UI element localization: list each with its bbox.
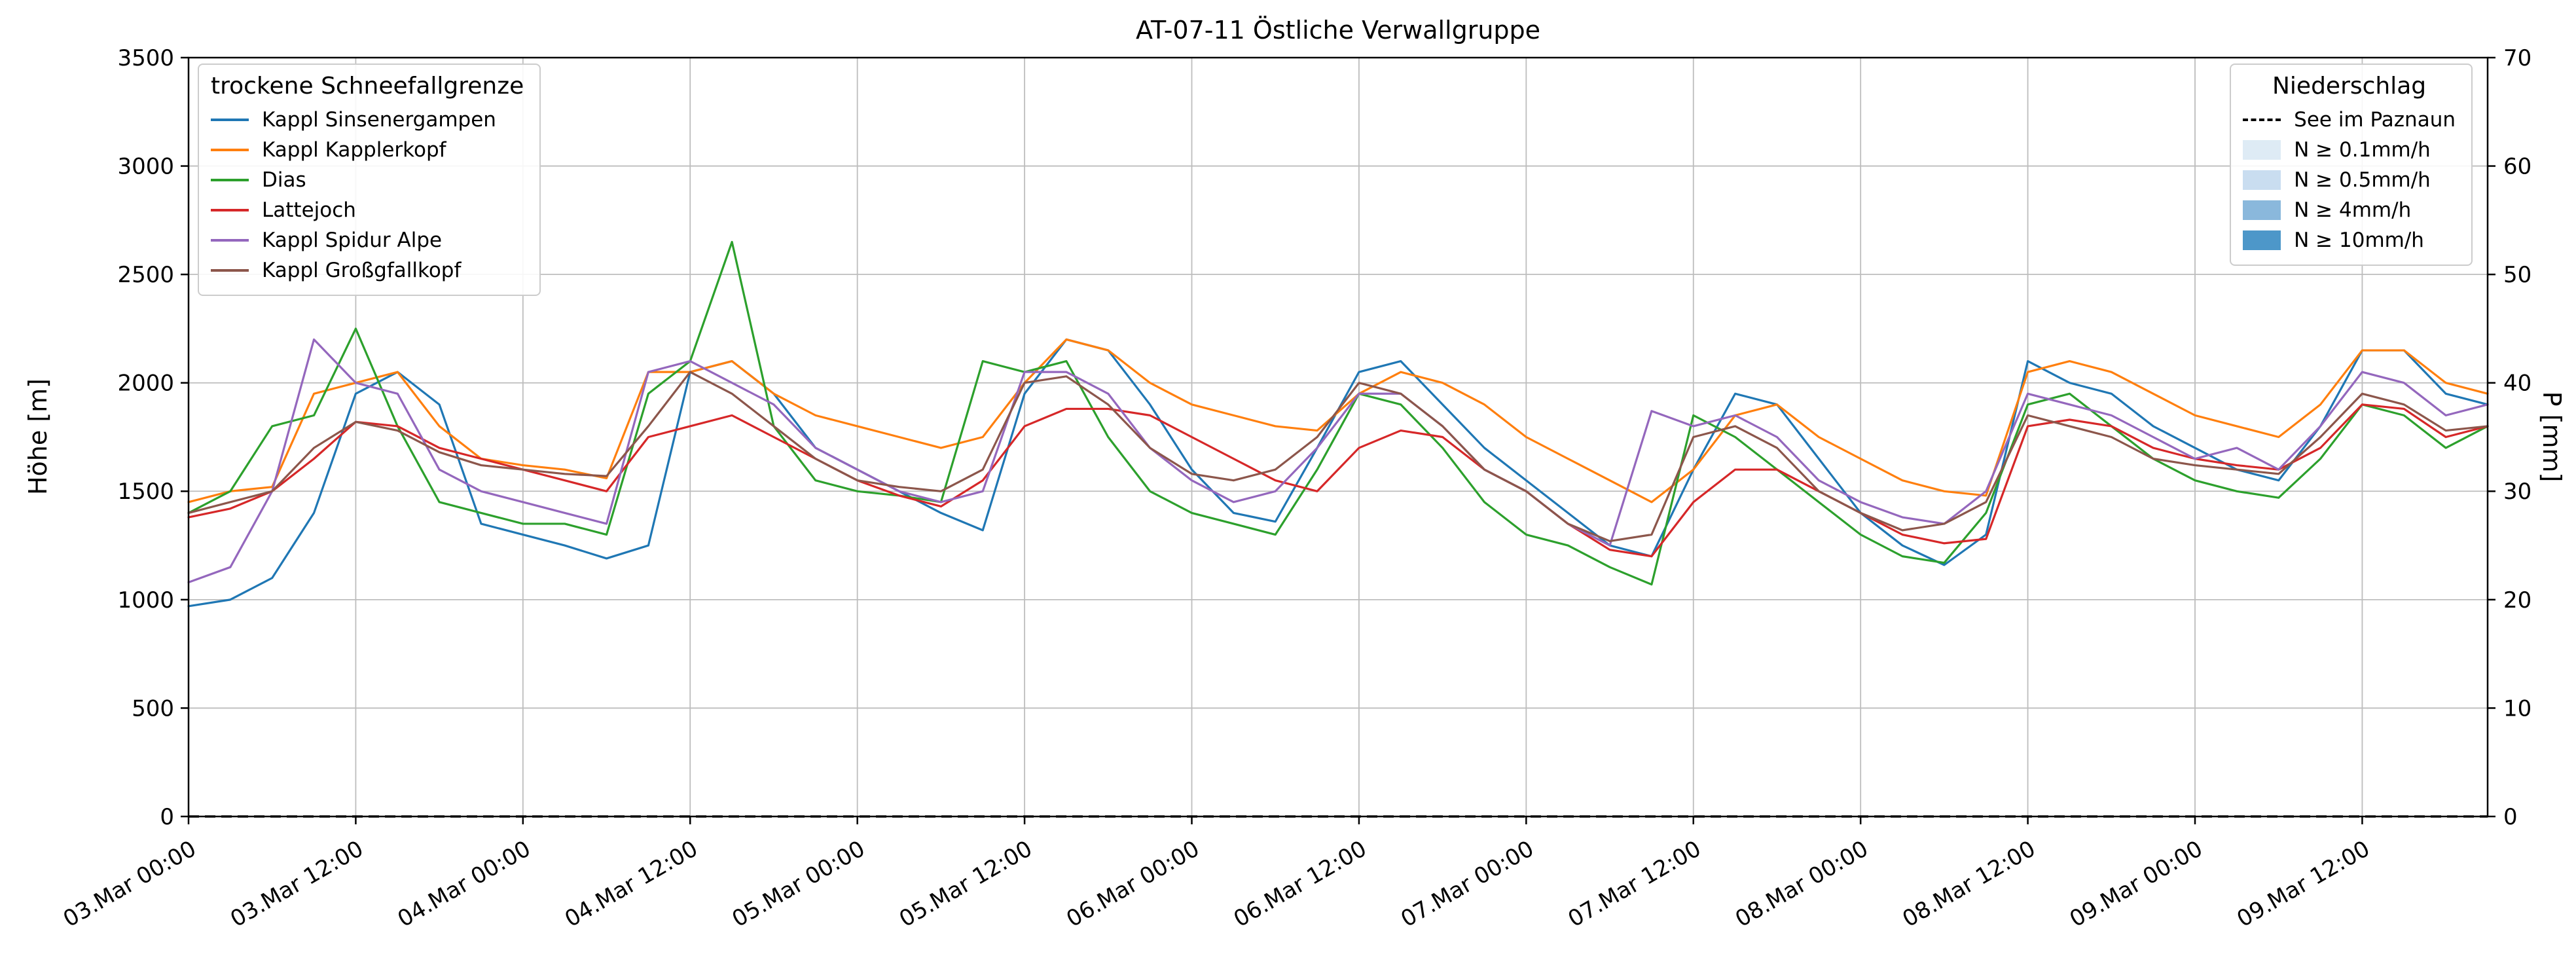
legend-precipitation: Niederschlag See im Paznaun N ≥ 0.1mm/h N … bbox=[2230, 64, 2473, 266]
y-tick-label-right: 20 bbox=[2503, 587, 2531, 614]
x-tick-label: 04.Mar 12:00 bbox=[560, 835, 702, 932]
legend-entry-n-0-1mm-h: N ≥ 0.1mm/h bbox=[2243, 135, 2456, 165]
patch-swatch-icon bbox=[2243, 230, 2281, 250]
legend-entry-label: N ≥ 0.1mm/h bbox=[2294, 138, 2431, 162]
legend-entry-label: N ≥ 10mm/h bbox=[2294, 229, 2424, 252]
legend-entry-kappl-spidur-alpe: Kappl Spidur Alpe bbox=[211, 225, 524, 255]
y-tick-label-right: 40 bbox=[2503, 371, 2531, 397]
y-axis-label-right: P [mm] bbox=[2537, 391, 2566, 483]
line-swatch-icon bbox=[211, 269, 249, 272]
legend-entry-lattejoch: Lattejoch bbox=[211, 195, 524, 225]
legend-entry-n-0-5mm-h: N ≥ 0.5mm/h bbox=[2243, 165, 2456, 195]
x-tick-label: 09.Mar 12:00 bbox=[2232, 835, 2374, 932]
x-tick-label: 08.Mar 00:00 bbox=[1731, 835, 1873, 932]
x-tick-label: 05.Mar 00:00 bbox=[728, 835, 870, 932]
legend-entry-label: N ≥ 0.5mm/h bbox=[2294, 168, 2431, 192]
legend-entry-label: Kappl Spidur Alpe bbox=[262, 229, 443, 252]
x-tick-label: 08.Mar 12:00 bbox=[1898, 835, 2040, 932]
y-tick-label-right: 0 bbox=[2503, 804, 2518, 830]
patch-swatch-icon bbox=[2243, 140, 2281, 160]
line-swatch-icon bbox=[211, 239, 249, 242]
legend-entry-see-im-paznaun: See im Paznaun bbox=[2243, 105, 2456, 135]
patch-swatch-icon bbox=[2243, 200, 2281, 220]
plot-border bbox=[187, 56, 2489, 818]
legend-entry-label: Kappl Großgfallkopf bbox=[262, 259, 462, 282]
legend-entry-n-4mm-h: N ≥ 4mm/h bbox=[2243, 195, 2456, 225]
series-line-lattejoch bbox=[187, 403, 2489, 558]
y-tick-label-left: 1500 bbox=[117, 479, 174, 505]
y-tick-label-left: 2000 bbox=[117, 371, 174, 397]
series-line-dias bbox=[187, 240, 2489, 586]
y-axis-label-left: Höhe [m] bbox=[24, 378, 52, 496]
x-tick-label: 05.Mar 12:00 bbox=[895, 835, 1037, 932]
x-tick-label: 06.Mar 12:00 bbox=[1229, 835, 1371, 932]
line-swatch-icon bbox=[211, 149, 249, 151]
legend-entry-dias: Dias bbox=[211, 165, 524, 195]
x-tick-label: 03.Mar 12:00 bbox=[226, 835, 368, 932]
series-line-kappl-gro-gfallkopf bbox=[187, 371, 2489, 543]
y-tick-label-right: 30 bbox=[2503, 479, 2531, 505]
dashed-line-swatch-icon bbox=[2243, 119, 2281, 121]
y-tick-label-left: 500 bbox=[132, 695, 174, 722]
legend-entry-label: Kappl Sinsenergampen bbox=[262, 108, 496, 132]
legend-entry-n-10mm-h: N ≥ 10mm/h bbox=[2243, 225, 2456, 255]
line-swatch-icon bbox=[211, 119, 249, 121]
series-line-kappl-spidur-alpe bbox=[187, 338, 2489, 583]
legend-entry-label: Kappl Kapplerkopf bbox=[262, 138, 446, 162]
legend-entry-label: Dias bbox=[262, 168, 306, 192]
y-tick-label-right: 50 bbox=[2503, 262, 2531, 288]
legend-entry-kappl-kapplerkopf: Kappl Kapplerkopf bbox=[211, 135, 524, 165]
patch-swatch-icon bbox=[2243, 170, 2281, 190]
x-tick-label: 09.Mar 00:00 bbox=[2065, 835, 2207, 932]
y-tick-label-left: 3000 bbox=[117, 153, 174, 179]
legend-entry-label: Lattejoch bbox=[262, 198, 356, 222]
x-tick-label: 03.Mar 00:00 bbox=[59, 835, 201, 932]
y-tick-label-right: 60 bbox=[2503, 153, 2531, 179]
legend-entry-label: See im Paznaun bbox=[2294, 108, 2456, 132]
legend-entry-kappl-sinsenergampen: Kappl Sinsenergampen bbox=[211, 105, 524, 135]
x-tick-label: 07.Mar 00:00 bbox=[1396, 835, 1538, 932]
y-tick-label-left: 0 bbox=[160, 804, 174, 830]
series-line-kappl-kapplerkopf bbox=[187, 338, 2489, 504]
x-tick-label: 04.Mar 00:00 bbox=[393, 835, 535, 932]
y-tick-label-right: 10 bbox=[2503, 695, 2531, 722]
legend-entry-label: N ≥ 4mm/h bbox=[2294, 198, 2412, 222]
y-tick-label-left: 2500 bbox=[117, 262, 174, 288]
legend-snowline: trockene Schneefallgrenze Kappl Sinsener… bbox=[198, 64, 541, 296]
line-swatch-icon bbox=[211, 179, 249, 181]
line-swatch-icon bbox=[211, 209, 249, 211]
x-tick-label: 07.Mar 12:00 bbox=[1564, 835, 1706, 932]
legend-precipitation-title: Niederschlag bbox=[2272, 73, 2427, 100]
chart-title: AT-07-11 Östliche Verwallgruppe bbox=[1135, 16, 1541, 45]
legend-snowline-title: trockene Schneefallgrenze bbox=[211, 73, 524, 100]
y-tick-label-left: 3500 bbox=[117, 45, 174, 71]
legend-entry-kappl-gro-gfallkopf: Kappl Großgfallkopf bbox=[211, 255, 524, 285]
y-tick-label-right: 70 bbox=[2503, 45, 2531, 71]
y-tick-label-left: 1000 bbox=[117, 587, 174, 614]
x-tick-label: 06.Mar 00:00 bbox=[1062, 835, 1204, 932]
